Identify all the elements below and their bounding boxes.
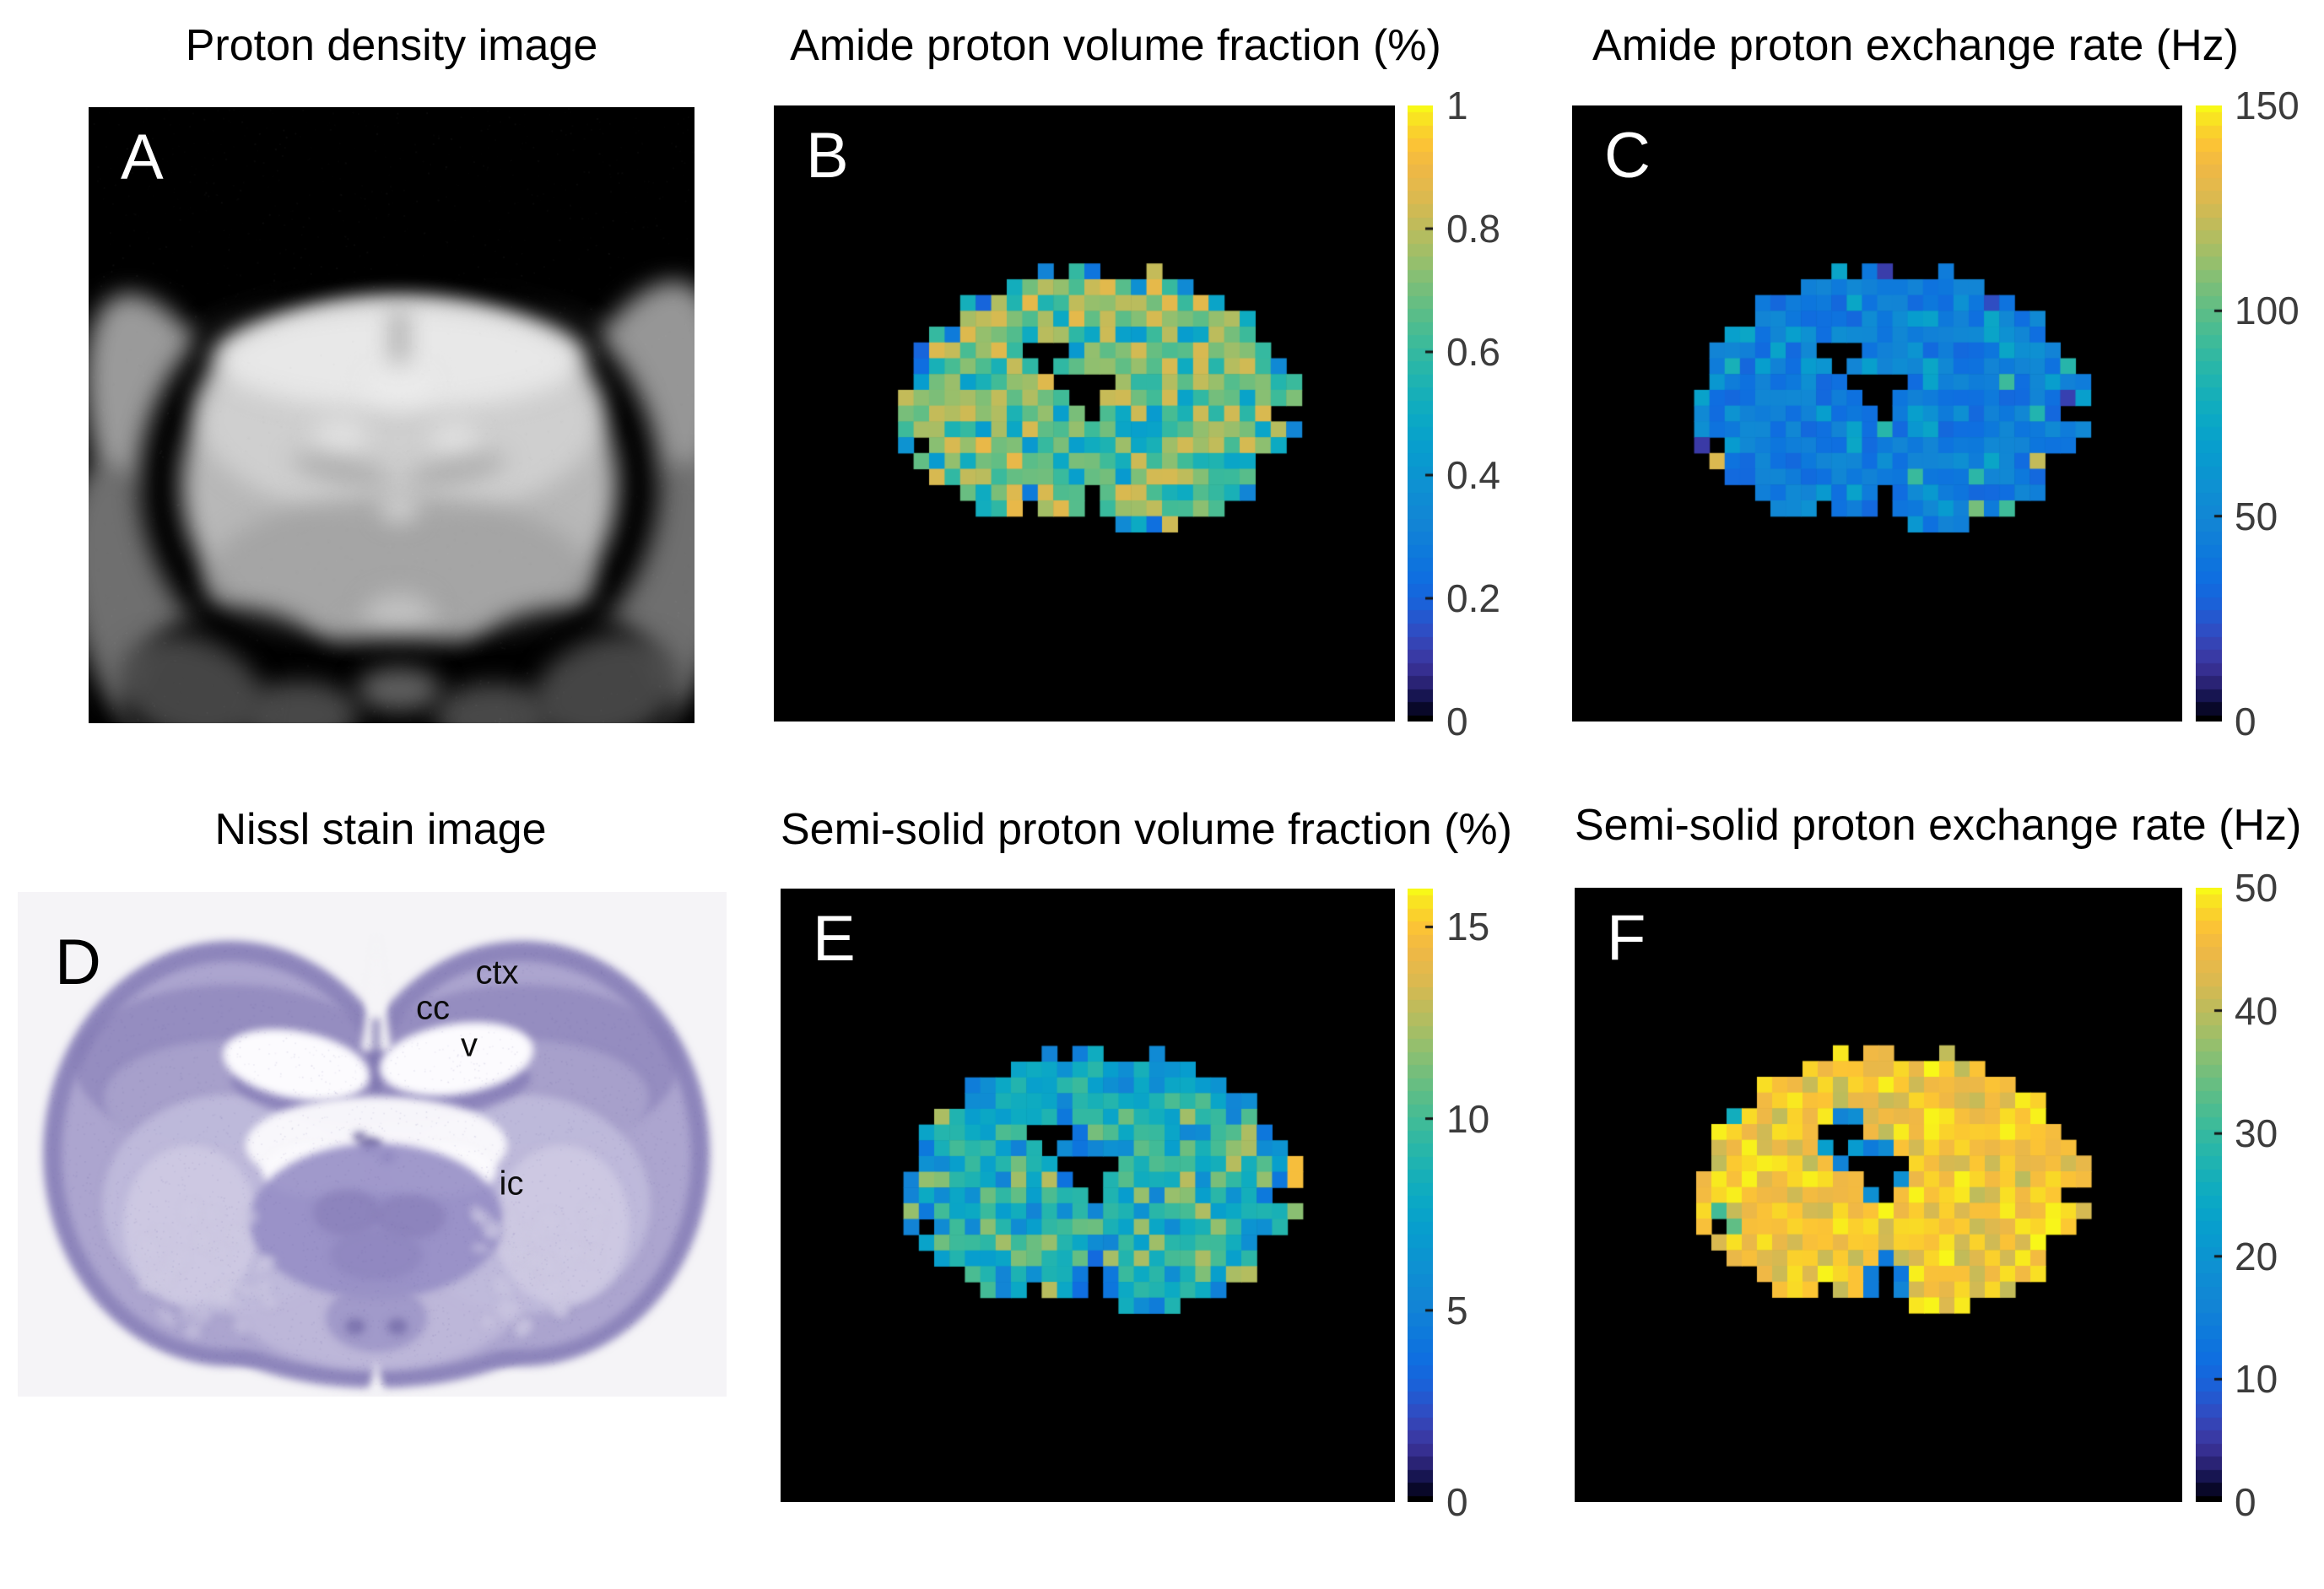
colorbar-tick-label: 0.4 — [1446, 453, 1500, 497]
anatomy-label-ic: ic — [499, 1165, 524, 1203]
panel-letter-a: A — [121, 122, 164, 193]
colorbar-tick-label: 1 — [1446, 84, 1468, 127]
colorbar-semisolid-volume-fraction — [1408, 889, 1433, 1502]
anatomy-label-cc: cc — [416, 989, 450, 1027]
panel-title-semisolid-exchange-rate: Semi-solid proton exchange rate (Hz) — [1575, 801, 2302, 850]
colorbar-tick-label: 100 — [2235, 289, 2300, 333]
panel-amide-exchange-rate: C — [1572, 105, 2182, 722]
amide-exchange-rate-heatmap — [1572, 105, 2182, 722]
panel-proton-density: A — [89, 107, 694, 723]
amide-volume-fraction-heatmap — [774, 105, 1395, 722]
colorbar-amide-exchange-rate — [2196, 105, 2222, 722]
proton-density-mri-image — [89, 107, 694, 723]
colorbar-tick-label: 10 — [1446, 1096, 1490, 1141]
semisolid-exchange-rate-heatmap — [1575, 888, 2182, 1502]
panel-letter-c: C — [1604, 120, 1651, 192]
colorbar-tick-label: 0 — [2235, 1480, 2256, 1524]
panel-amide-volume-fraction: B — [774, 105, 1395, 722]
colorbar-tick-label: 30 — [2235, 1111, 2278, 1156]
panel-letter-b: B — [806, 120, 849, 192]
panel-letter-e: E — [813, 903, 856, 975]
panel-semisolid-exchange-rate: F — [1575, 888, 2182, 1502]
nissl-stain-image — [18, 892, 727, 1397]
panel-title-semisolid-volume-fraction: Semi-solid proton volume fraction (%) — [781, 805, 1512, 854]
panel-letter-f: F — [1607, 902, 1646, 974]
colorbar-tick-label: 50 — [2235, 866, 2278, 910]
colorbar-tick-label: 0 — [1446, 700, 1468, 743]
colorbar-amide-volume-fraction — [1408, 105, 1433, 722]
colorbar-tick-label: 0.8 — [1446, 207, 1500, 251]
panel-letter-d: D — [55, 927, 101, 998]
colorbar-tick-label: 40 — [2235, 988, 2278, 1033]
panel-title-nissl-stain: Nissl stain image — [214, 805, 547, 854]
colorbar-tick-label: 0.2 — [1446, 576, 1500, 620]
anatomy-label-ctx: ctx — [475, 954, 519, 992]
colorbar-semisolid-exchange-rate — [2196, 888, 2222, 1502]
colorbar-tick-label: 5 — [1446, 1288, 1468, 1332]
anatomy-label-v: v — [461, 1026, 478, 1064]
colorbar-tick-label: 0.6 — [1446, 330, 1500, 374]
colorbar-tick-label: 0 — [1446, 1480, 1468, 1524]
panel-nissl-stain: D ctx cc v ic — [18, 892, 727, 1397]
colorbar-tick-label: 150 — [2235, 84, 2300, 127]
colorbar-tick-label: 0 — [2235, 700, 2256, 743]
panel-semisolid-volume-fraction: E — [781, 889, 1395, 1502]
panel-title-amide-volume-fraction: Amide proton volume fraction (%) — [790, 21, 1441, 70]
colorbar-tick-label: 50 — [2235, 494, 2278, 538]
colorbar-tick-label: 15 — [1446, 905, 1490, 949]
panel-title-proton-density: Proton density image — [185, 21, 598, 70]
colorbar-tick-label: 10 — [2235, 1357, 2278, 1402]
semisolid-volume-fraction-heatmap — [781, 889, 1395, 1502]
colorbar-tick-label: 20 — [2235, 1234, 2278, 1278]
panel-title-amide-exchange-rate: Amide proton exchange rate (Hz) — [1592, 21, 2239, 70]
